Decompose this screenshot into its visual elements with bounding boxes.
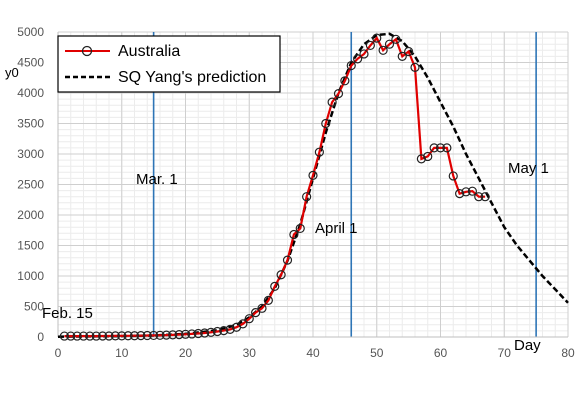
y-tick-label: 4500: [17, 56, 44, 70]
y-tick-label: 4000: [17, 86, 44, 100]
y-tick-label: 0: [37, 330, 44, 344]
x-tick-label: 70: [498, 346, 512, 360]
y-tick-label: 1000: [17, 269, 44, 283]
legend-prediction-label: SQ Yang's prediction: [118, 69, 266, 86]
x-tick-label: 40: [306, 346, 320, 360]
annotation-label: Feb. 15: [42, 305, 93, 322]
x-tick-label: 50: [370, 346, 384, 360]
legend: Australia SQ Yang's prediction: [58, 36, 280, 92]
y-axis-label: y0: [5, 65, 19, 80]
annotation-label: May 1: [508, 160, 549, 177]
x-tick-label: 80: [561, 346, 575, 360]
legend-australia-label: Australia: [118, 43, 180, 60]
x-tick-label: 10: [115, 346, 129, 360]
x-axis-label: Day: [514, 337, 541, 354]
x-tick-label: 20: [179, 346, 193, 360]
annotation-label: Mar. 1: [136, 171, 178, 188]
annotation-label: April 1: [315, 220, 358, 237]
x-tick-label: 60: [434, 346, 448, 360]
x-tick-label: 0: [55, 346, 62, 360]
y-tick-label: 2500: [17, 178, 44, 192]
x-tick-label: 30: [243, 346, 257, 360]
y-tick-label: 3500: [17, 117, 44, 131]
y-tick-label: 3000: [17, 147, 44, 161]
y-tick-label: 2000: [17, 208, 44, 222]
y-tick-label: 1500: [17, 239, 44, 253]
y-tick-label: 5000: [17, 25, 44, 39]
